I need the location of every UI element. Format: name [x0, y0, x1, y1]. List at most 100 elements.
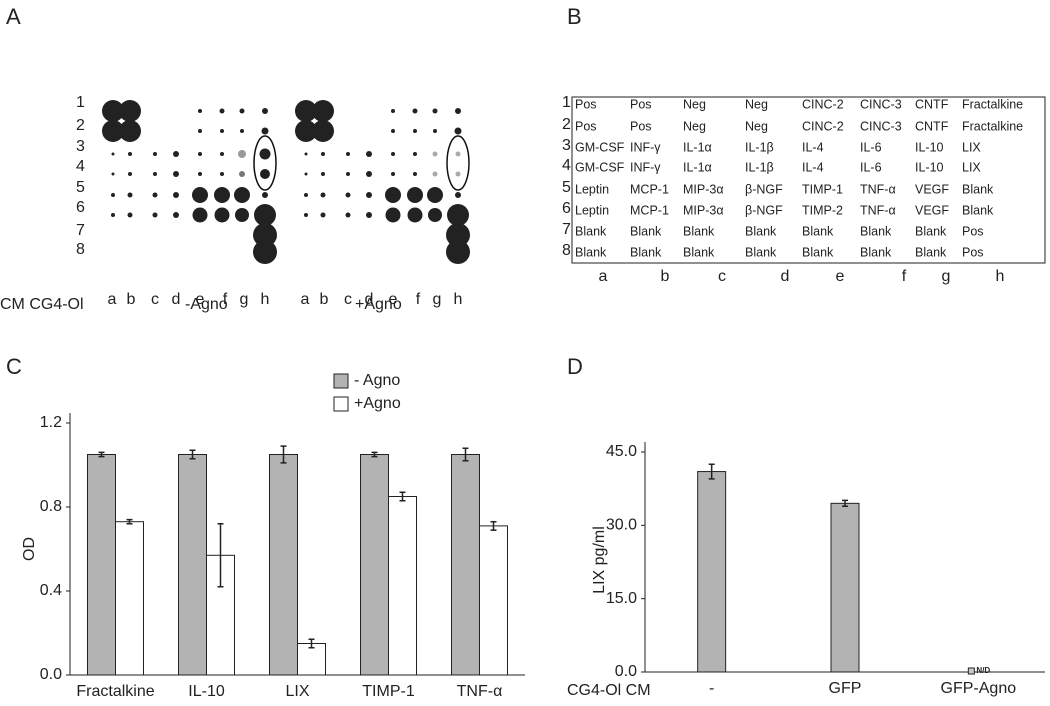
blot-dot: [312, 120, 334, 142]
table-cell: VEGF: [915, 203, 949, 217]
col-label: g: [240, 291, 249, 308]
table-cell: IL-1β: [745, 160, 774, 174]
blot-dot: [234, 187, 250, 203]
table-cell: GM-CSF: [575, 160, 625, 174]
col-label: h: [261, 291, 270, 308]
col-label: b: [320, 291, 329, 308]
table-cell: MIP-3α: [683, 203, 724, 217]
error-bar: [280, 445, 287, 464]
table-cell: Blank: [630, 245, 662, 259]
nd-marker: [967, 667, 975, 675]
blot-dot: [455, 192, 461, 198]
blot-dot: [198, 109, 202, 113]
blot-dot: [447, 204, 469, 226]
table-cell: Leptin: [575, 182, 609, 196]
table-cell: Neg: [745, 97, 768, 111]
blot-dot: [220, 152, 224, 156]
blot-dot: [119, 120, 141, 142]
table-cell: Leptin: [575, 203, 609, 217]
table-cell: Pos: [575, 119, 597, 133]
table-cell: Blank: [915, 224, 947, 238]
x-tick-label: -: [709, 680, 714, 697]
table-cell: Blank: [630, 224, 662, 238]
legend-swatch: [333, 373, 349, 389]
row-label: 2: [562, 116, 571, 133]
error-bar: [217, 523, 224, 588]
col-label: e: [196, 291, 205, 308]
blot-dot: [446, 240, 470, 264]
y-tick-label: 0.4: [40, 582, 62, 599]
blot-dot: [407, 207, 423, 223]
table-cell: IL-1α: [683, 160, 712, 174]
blot-dot: [220, 129, 224, 133]
group-label: -Agno: [185, 296, 228, 313]
table-cell: Blank: [575, 245, 607, 259]
legend-label: +Agno: [354, 395, 401, 412]
legend-label: - Agno: [354, 372, 400, 389]
table-cell: Neg: [683, 97, 706, 111]
col-label: c: [151, 291, 159, 308]
blot-dot: [198, 129, 202, 133]
table-cell: Pos: [962, 224, 984, 238]
error-bar: [842, 499, 848, 508]
col-label: e: [389, 291, 398, 308]
blot-dot: [446, 223, 470, 247]
table-cell: CNTF: [915, 119, 949, 133]
blot-dot: [455, 108, 461, 114]
row-label: 7: [562, 221, 571, 238]
table-cell: TIMP-2: [802, 203, 843, 217]
blot-dot: [214, 207, 230, 223]
blot-dot: [413, 129, 417, 133]
error-bar: [399, 491, 406, 502]
table-cell: TNF-α: [860, 182, 896, 196]
x-tick-label: Fractalkine: [76, 683, 154, 700]
x-tick-label: TIMP-1: [362, 683, 415, 700]
blot-dot: [111, 213, 115, 217]
table-cell: MCP-1: [630, 203, 669, 217]
col-label: h: [454, 291, 463, 308]
error-bar: [189, 449, 196, 460]
condition-label: CM CG4-Ol: [0, 296, 84, 313]
table-cell: CINC-2: [802, 97, 844, 111]
blot-dot: [304, 213, 308, 217]
blot-dot: [366, 171, 372, 177]
blot-dot: [153, 172, 157, 176]
blot-dot: [111, 172, 115, 176]
table-cell: Blank: [860, 245, 892, 259]
table-cell: Blank: [745, 224, 777, 238]
blot-dot: [412, 108, 418, 114]
col-label: g: [433, 291, 442, 308]
blot-dot: [427, 187, 443, 203]
x-tick-label: TNF-α: [457, 683, 503, 700]
table-frame: [571, 96, 1046, 264]
table-cell: Blank: [683, 245, 715, 259]
table-cell: INF-γ: [630, 160, 661, 174]
table-cell: CINC-3: [860, 119, 902, 133]
table-cell: CINC-2: [802, 119, 844, 133]
table-cell: TNF-α: [860, 203, 896, 217]
bar: [830, 502, 860, 673]
x-axis-label: CG4-Ol CM: [567, 682, 651, 699]
table-cell: GM-CSF: [575, 140, 625, 154]
bar: [360, 454, 389, 676]
row-label: 7: [76, 222, 85, 239]
bar: [697, 471, 727, 673]
blot-dot: [345, 212, 351, 218]
table-cell: Blank: [575, 224, 607, 238]
table-cell: Neg: [745, 119, 768, 133]
highlight-ellipse: [446, 135, 470, 191]
blot-dot: [253, 223, 277, 247]
row-label: 8: [76, 241, 85, 258]
col-label: d: [365, 291, 374, 308]
blot-dot: [413, 152, 417, 156]
blot-dot: [432, 151, 438, 157]
blot-dot: [239, 108, 245, 114]
blot-dot: [127, 192, 133, 198]
bar: [115, 521, 144, 676]
row-label: 6: [76, 199, 85, 216]
group-label: +Agno: [355, 296, 402, 313]
table-cell: IL-4: [802, 140, 824, 154]
col-label: a: [108, 291, 117, 308]
col-label: f: [416, 291, 421, 308]
table-cell: Pos: [962, 245, 984, 259]
